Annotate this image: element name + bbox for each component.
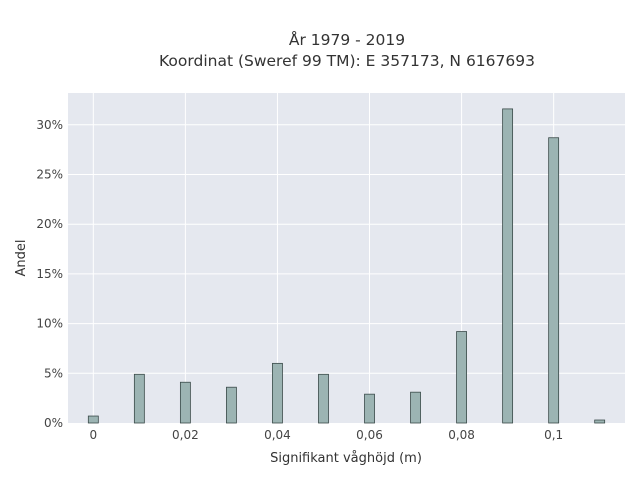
histogram-bar	[133, 373, 145, 424]
chart-title-line-2: Koordinat (Sweref 99 TM): E 357173, N 61…	[159, 52, 535, 70]
y-tick-label: 0%	[44, 416, 63, 430]
x-axis-title: Signifikant våghöjd (m)	[270, 451, 422, 466]
y-tick-label: 15%	[36, 267, 63, 281]
y-tick-label: 20%	[36, 217, 63, 231]
plot-area	[68, 93, 625, 423]
histogram-bar	[410, 391, 421, 424]
histogram-bar	[179, 381, 191, 424]
bars	[87, 108, 606, 424]
x-tick-label: 0	[89, 428, 97, 442]
x-tick-label: 0,08	[448, 428, 475, 442]
chart-title-line-1: År 1979 - 2019	[289, 30, 405, 49]
histogram-bar	[318, 373, 329, 424]
x-tick-label: 0,1	[544, 428, 563, 442]
x-tick-label: 0,06	[356, 428, 383, 442]
y-axis-title: Andel	[14, 240, 29, 277]
x-tick-label: 0,04	[264, 428, 291, 442]
y-tick-label: 5%	[44, 366, 63, 380]
y-tick-label: 10%	[36, 317, 63, 331]
y-tick-label: 30%	[36, 118, 63, 132]
x-ticks: 0 0,02 0,04 0,06 0,08 0,1	[89, 428, 563, 442]
histogram-bar	[594, 419, 606, 424]
histogram-bar	[456, 331, 467, 424]
histogram-bar	[364, 393, 375, 424]
histogram-bar	[548, 137, 560, 424]
y-tick-label: 25%	[36, 168, 63, 182]
y-ticks: 0% 5% 10% 15% 20% 25% 30%	[36, 118, 63, 430]
histogram-bar	[87, 415, 99, 424]
histogram-bar	[272, 362, 283, 424]
histogram-bar	[502, 108, 514, 424]
x-tick-label: 0,02	[172, 428, 199, 442]
histogram-bar	[226, 386, 237, 424]
